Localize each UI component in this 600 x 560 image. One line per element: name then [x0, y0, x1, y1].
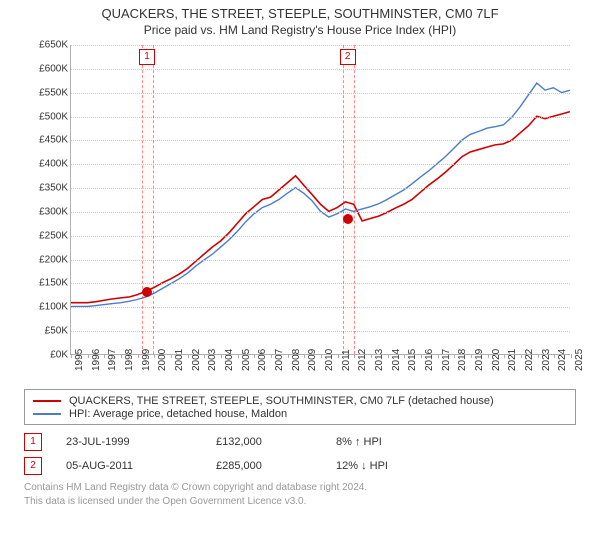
sale-marker-badge: 2 — [340, 49, 356, 65]
y-axis-label: £500K — [20, 111, 68, 122]
x-axis-tick — [71, 354, 72, 358]
y-axis-label: £250K — [20, 230, 68, 241]
sale-delta: 12% ↓ HPI — [336, 460, 576, 472]
sales-table: 1 23-JUL-1999 £132,000 8% ↑ HPI 2 05-AUG… — [24, 433, 576, 475]
sale-point — [142, 287, 152, 297]
y-axis-label: £0K — [20, 350, 68, 361]
y-axis-label: £200K — [20, 254, 68, 265]
chart-subtitle: Price paid vs. HM Land Registry's House … — [0, 23, 600, 37]
sale-price: £132,000 — [216, 436, 336, 448]
y-axis-label: £650K — [20, 40, 68, 51]
sale-marker-badge: 2 — [24, 457, 42, 475]
sale-delta: 8% ↑ HPI — [336, 436, 576, 448]
sale-date: 05-AUG-2011 — [66, 460, 216, 472]
x-axis-label: 2025 — [574, 349, 600, 371]
y-axis-label: £50K — [20, 326, 68, 337]
y-axis-label: £300K — [20, 206, 68, 217]
footer-line: Contains HM Land Registry data © Crown c… — [24, 481, 576, 495]
y-axis-label: £600K — [20, 63, 68, 74]
legend-item: HPI: Average price, detached house, Mald… — [33, 408, 567, 420]
y-axis-label: £150K — [20, 278, 68, 289]
legend-label: HPI: Average price, detached house, Mald… — [69, 408, 287, 420]
y-axis-label: £550K — [20, 87, 68, 98]
sales-row: 2 05-AUG-2011 £285,000 12% ↓ HPI — [24, 457, 576, 475]
legend-swatch — [33, 413, 61, 415]
chart-titles: QUACKERS, THE STREET, STEEPLE, SOUTHMINS… — [0, 0, 600, 37]
y-axis-label: £100K — [20, 302, 68, 313]
sale-point — [343, 214, 353, 224]
sales-row: 1 23-JUL-1999 £132,000 8% ↑ HPI — [24, 433, 576, 451]
y-axis-label: £400K — [20, 159, 68, 170]
chart-title: QUACKERS, THE STREET, STEEPLE, SOUTHMINS… — [0, 6, 600, 21]
legend-item: QUACKERS, THE STREET, STEEPLE, SOUTHMINS… — [33, 395, 567, 407]
legend-swatch — [33, 400, 61, 402]
sale-marker-band — [142, 45, 154, 354]
sale-marker-badge: 1 — [24, 433, 42, 451]
y-axis-label: £450K — [20, 135, 68, 146]
footer-line: This data is licensed under the Open Gov… — [24, 495, 576, 509]
legend-label: QUACKERS, THE STREET, STEEPLE, SOUTHMINS… — [69, 395, 494, 407]
y-axis-label: £350K — [20, 183, 68, 194]
sale-marker-badge: 1 — [139, 49, 155, 65]
sale-marker-band — [343, 45, 355, 354]
sale-date: 23-JUL-1999 — [66, 436, 216, 448]
plot-area: 12 — [70, 45, 570, 355]
chart-area: 12 £0K£50K£100K£150K£200K£250K£300K£350K… — [20, 45, 580, 385]
attribution-footer: Contains HM Land Registry data © Crown c… — [24, 481, 576, 508]
sale-price: £285,000 — [216, 460, 336, 472]
legend-box: QUACKERS, THE STREET, STEEPLE, SOUTHMINS… — [24, 389, 576, 425]
